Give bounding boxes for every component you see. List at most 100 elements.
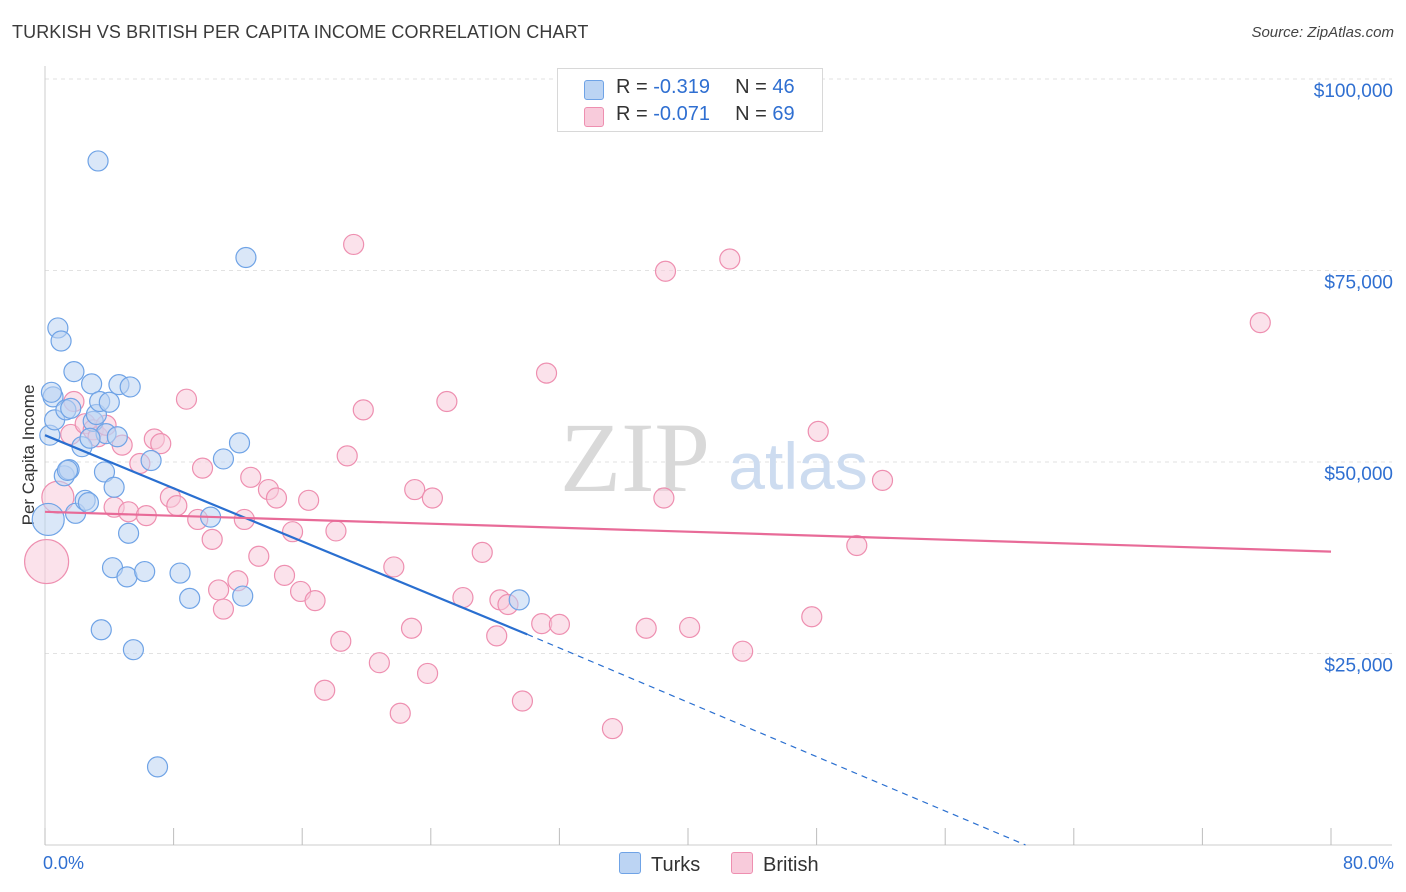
british-r-value: -0.071 [653,103,710,125]
turks-points [31,150,530,778]
british-points [24,233,1271,740]
british-point [212,598,235,620]
turks-point [117,522,140,544]
british-n-label: N = [735,103,773,125]
turks-r-value: -0.319 [653,76,710,98]
turks-point [140,449,162,472]
turks-point [63,361,85,383]
y-tick-label: $75,000 [1324,273,1393,294]
british-point [486,625,508,647]
watermark-zip: ZIP [560,402,710,513]
turks-point [77,491,100,514]
turks-point [90,619,112,641]
british-point [191,457,214,479]
british-point [343,233,365,256]
british-point [368,652,390,674]
british-point [24,538,70,585]
turks-point [106,426,128,448]
bottom-legend-turks[interactable]: Turks [619,852,700,877]
british-point [330,630,352,652]
gridlines [45,78,1392,654]
watermark: ZIP atlas [560,402,868,513]
y-tick-label: $25,000 [1324,656,1393,677]
british-point [336,445,358,467]
british-swatch [584,107,604,127]
british-legend-swatch [731,852,753,874]
british-point [404,478,426,501]
turks-point [81,373,103,395]
trend-lines [44,434,1332,846]
turks-trend-extension [527,633,1026,846]
turks-point [235,246,257,269]
y-tick-labels: $25,000 $50,000 $75,000 $100,000 [1314,81,1393,677]
turks-point [79,427,101,449]
turks-point [103,476,125,498]
y-tick-label: $100,000 [1314,81,1393,102]
turks-point [60,397,82,419]
turks-point [50,330,72,352]
watermark-atlas: atlas [728,429,867,503]
british-n-value: 69 [772,103,795,125]
turks-point [169,562,191,584]
turks-point [116,566,138,588]
british-point [719,248,741,270]
british-point [325,520,347,542]
british-point [471,541,493,563]
turks-point [134,560,156,583]
y-axis-label: Per Capita Income [19,385,38,526]
turks-point [146,756,169,778]
british-point [732,640,754,662]
british-point [801,606,823,628]
turks-point [232,585,254,607]
british-point [352,399,374,421]
british-point [201,528,223,550]
british-point [265,487,288,509]
x-tick-label-max: 80.0% [1343,853,1394,873]
turks-legend-swatch [619,852,641,874]
turks-point [212,448,235,470]
british-point [548,613,571,635]
y-tick-label: $50,000 [1324,464,1393,485]
turks-point [40,381,63,403]
british-legend-label: British [763,854,819,876]
british-point [248,545,270,567]
turks-point [93,461,116,483]
british-trend-line [44,510,1332,553]
x-tick-label-min: 0.0% [43,853,84,873]
british-point [175,388,198,410]
correlation-legend: R = -0.319 N = 46 R = -0.071 N = 69 [557,68,823,132]
turks-point [508,589,530,611]
british-point [240,466,262,488]
turks-point [122,639,145,661]
turks-trend-line [44,434,528,636]
british-point [314,679,336,701]
british-point [531,613,553,635]
british-point [436,390,458,413]
british-point [208,579,230,601]
british-point [298,489,320,511]
british-point [511,690,534,712]
british-point [807,420,829,442]
turks-point [119,376,141,398]
british-point [117,501,140,523]
turks-legend-label: Turks [651,854,701,876]
british-point [635,617,657,639]
bottom-legend-british[interactable]: British [731,852,819,877]
turks-r-label: R = [616,76,654,98]
turks-point [56,459,79,482]
british-point [601,717,624,740]
turks-n-label: N = [735,76,773,98]
british-point [846,534,868,557]
turks-point [228,432,251,454]
british-point [389,702,411,724]
british-point [273,564,296,586]
british-point [166,495,188,517]
turks-n-value: 46 [772,76,795,98]
british-r-label: R = [616,103,654,125]
chart-title: TURKISH VS BRITISH PER CAPITA INCOME COR… [12,22,589,42]
british-point [1249,311,1271,334]
british-point [416,662,439,685]
turks-point [98,391,120,413]
source-label: Source: ZipAtlas.com [1251,24,1394,41]
